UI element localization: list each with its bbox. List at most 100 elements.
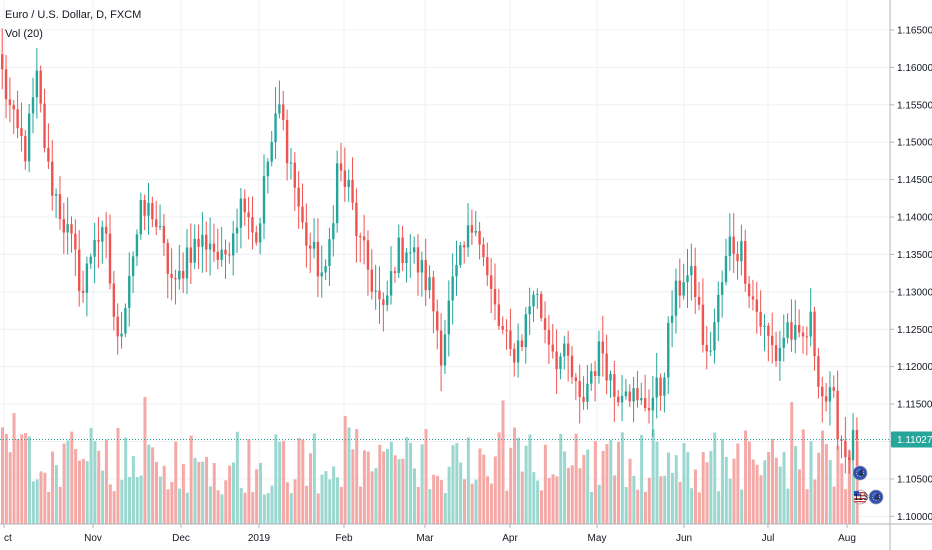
candle-body — [617, 396, 620, 403]
event-marker[interactable]: 113 — [852, 489, 868, 505]
volume-bar — [416, 487, 420, 524]
volume-bar — [590, 491, 594, 524]
candle-body — [643, 398, 647, 409]
volume-bar — [162, 465, 166, 524]
candle — [4, 55, 8, 119]
candle-body — [362, 236, 366, 241]
candle-body — [797, 324, 801, 333]
volume-bar — [20, 434, 24, 524]
x-tick-label: Aug — [838, 533, 856, 544]
candle — [744, 229, 747, 292]
volume-bar — [81, 458, 85, 524]
volume-bar — [262, 494, 266, 524]
volume-bar — [332, 466, 336, 524]
candle-body — [824, 396, 828, 402]
volume-bar — [520, 471, 524, 524]
price-axis[interactable]: 1.100001.105001.110001.115001.120001.125… — [889, 0, 932, 550]
candle — [70, 216, 73, 253]
candle-body — [151, 202, 154, 220]
volume-bar — [597, 484, 601, 524]
candle — [85, 256, 89, 317]
candle-body — [293, 162, 296, 188]
candle — [151, 196, 154, 228]
candle-body — [540, 293, 543, 319]
event-marker[interactable]: 4 — [852, 465, 868, 481]
candle — [489, 258, 493, 314]
candle-body — [432, 277, 435, 312]
candle-body — [120, 333, 123, 337]
candle — [516, 323, 520, 378]
candle — [624, 378, 628, 400]
candle — [809, 288, 812, 347]
candle-body — [54, 194, 58, 196]
volume-bar — [786, 488, 790, 524]
event-count-label: 113 — [854, 492, 868, 502]
candle — [282, 90, 285, 131]
volume-bar — [270, 485, 274, 524]
volume-bar — [771, 438, 774, 524]
flag-stars-icon — [872, 493, 880, 501]
candle — [316, 218, 320, 298]
candle — [855, 417, 859, 466]
candle-body — [205, 234, 208, 250]
candle-body — [855, 429, 859, 440]
candle — [97, 216, 100, 269]
candle — [412, 236, 416, 264]
volume-bar — [158, 476, 162, 524]
candle-body — [547, 329, 551, 345]
candle — [751, 279, 755, 311]
candle — [397, 224, 400, 279]
candle — [320, 245, 323, 298]
symbol-legend[interactable]: Euro / U.S. Dollar, D, FXCM — [5, 9, 142, 21]
candle-body — [574, 377, 578, 382]
candle-body — [720, 282, 724, 295]
event-marker[interactable]: 4 — [868, 489, 884, 505]
candle-body — [459, 245, 462, 266]
candle — [851, 413, 855, 473]
volume-bar — [540, 490, 543, 524]
candle-body — [686, 275, 689, 283]
events[interactable]: 4 113 4 — [852, 465, 884, 505]
candle-body — [794, 324, 797, 340]
candle-body — [147, 202, 150, 216]
candle-body — [62, 219, 65, 233]
volume-bar — [724, 456, 728, 524]
candle-body — [97, 239, 100, 242]
candle — [528, 287, 531, 336]
volume-bar — [586, 449, 590, 524]
candle-body — [578, 381, 581, 398]
candle-body — [647, 408, 651, 411]
candle-body — [651, 397, 655, 411]
flag-stripe-icon — [854, 498, 866, 500]
candle-body — [851, 429, 855, 461]
candle-body — [101, 226, 104, 242]
volume-bar — [605, 444, 609, 524]
y-tick-label: 1.14500 — [897, 175, 932, 186]
volume-bar — [443, 493, 447, 524]
candle — [247, 197, 250, 240]
candle — [767, 322, 770, 362]
candle — [439, 313, 443, 392]
y-tick-label: 1.13000 — [897, 287, 932, 298]
volume-bar — [578, 468, 582, 524]
candle-body — [836, 390, 839, 440]
volume-bar — [617, 441, 620, 524]
volume-bar — [401, 458, 405, 524]
candle — [559, 352, 562, 380]
candle-body — [667, 322, 670, 378]
candle — [51, 139, 54, 211]
volume-bar — [151, 447, 155, 524]
volume-bar — [166, 489, 170, 524]
volume-bar — [751, 459, 755, 524]
time-axis[interactable]: ct Nov Dec 2019 Feb Mar Apr May Jun Jul Aug — [0, 523, 932, 544]
candle-body — [27, 113, 31, 162]
volume-bar — [747, 441, 751, 524]
candle-body — [755, 299, 758, 312]
candle — [582, 376, 585, 410]
volume-bar — [543, 444, 547, 524]
candle-body — [601, 341, 604, 354]
y-tick-label: 1.16000 — [897, 63, 932, 74]
volume-legend[interactable]: Vol (20) — [5, 28, 43, 40]
candle — [451, 253, 454, 325]
